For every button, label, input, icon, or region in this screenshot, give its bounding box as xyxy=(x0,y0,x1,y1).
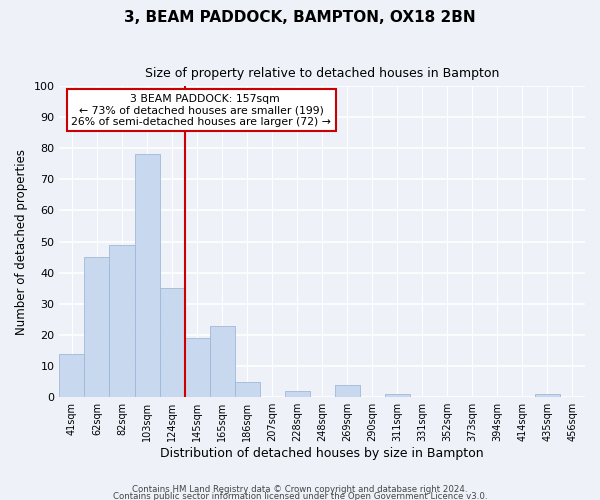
Text: Contains public sector information licensed under the Open Government Licence v3: Contains public sector information licen… xyxy=(113,492,487,500)
X-axis label: Distribution of detached houses by size in Bampton: Distribution of detached houses by size … xyxy=(160,447,484,460)
Bar xyxy=(85,257,109,397)
Bar xyxy=(59,354,85,397)
Text: 3 BEAM PADDOCK: 157sqm
← 73% of detached houses are smaller (199)
26% of semi-de: 3 BEAM PADDOCK: 157sqm ← 73% of detached… xyxy=(71,94,331,127)
Bar xyxy=(385,394,410,397)
Y-axis label: Number of detached properties: Number of detached properties xyxy=(15,148,28,334)
Text: Contains HM Land Registry data © Crown copyright and database right 2024.: Contains HM Land Registry data © Crown c… xyxy=(132,486,468,494)
Bar xyxy=(335,385,360,397)
Bar xyxy=(185,338,209,397)
Bar xyxy=(109,244,134,397)
Bar xyxy=(235,382,260,397)
Bar xyxy=(535,394,560,397)
Bar xyxy=(284,391,310,397)
Title: Size of property relative to detached houses in Bampton: Size of property relative to detached ho… xyxy=(145,68,499,80)
Bar xyxy=(209,326,235,397)
Bar xyxy=(160,288,185,397)
Bar xyxy=(134,154,160,397)
Text: 3, BEAM PADDOCK, BAMPTON, OX18 2BN: 3, BEAM PADDOCK, BAMPTON, OX18 2BN xyxy=(124,10,476,25)
